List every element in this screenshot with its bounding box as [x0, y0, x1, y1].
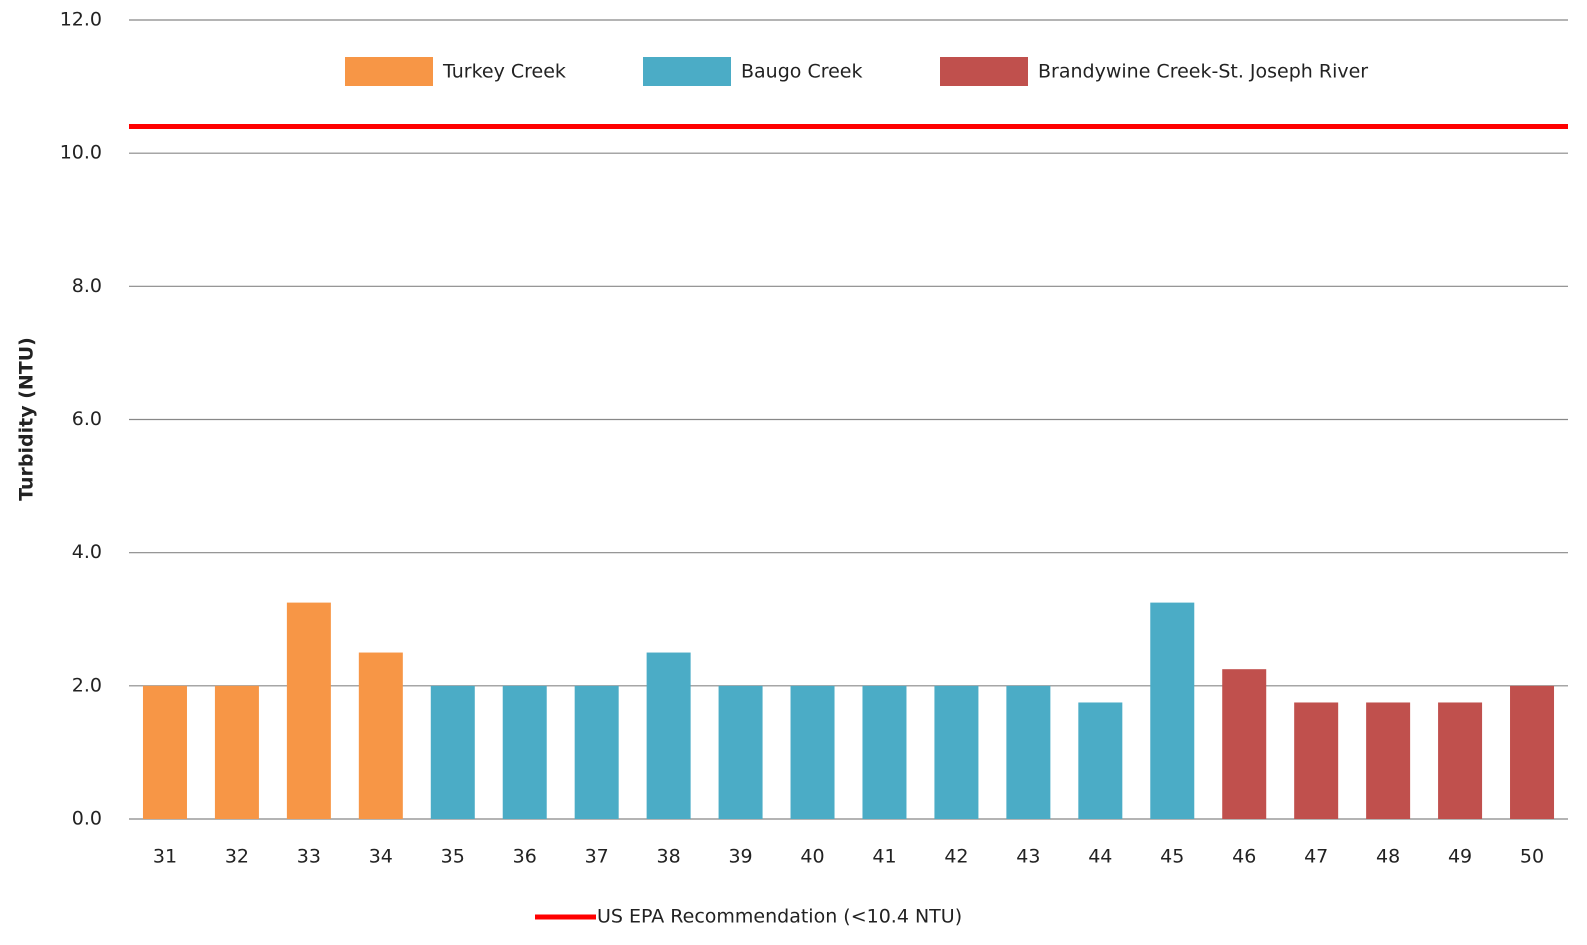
- bar: [934, 685, 979, 819]
- x-tick-label: 42: [944, 846, 968, 868]
- legend-swatch: [345, 57, 433, 86]
- y-tick-label: 6.0: [72, 408, 102, 430]
- bar: [214, 685, 259, 819]
- bar: [1438, 702, 1483, 819]
- x-tick-label: 46: [1232, 846, 1256, 868]
- bar: [286, 602, 331, 819]
- y-tick-label: 0.0: [72, 808, 102, 830]
- x-tick-label: 47: [1304, 846, 1328, 868]
- bar: [790, 685, 835, 819]
- bar: [1510, 685, 1555, 819]
- x-tick-label: 41: [872, 846, 896, 868]
- y-tick-label: 2.0: [72, 674, 102, 696]
- x-tick-label: 33: [297, 846, 321, 868]
- legend-label: US EPA Recommendation (<10.4 NTU): [597, 906, 962, 928]
- x-tick-label: 31: [153, 846, 177, 868]
- bar: [646, 652, 691, 819]
- y-axis-label: Turbidity (NTU): [16, 337, 38, 501]
- bar: [1222, 669, 1267, 819]
- legend-label: Baugo Creek: [741, 61, 863, 83]
- x-tick-label: 48: [1376, 846, 1400, 868]
- bar: [1294, 702, 1339, 819]
- bar: [1150, 602, 1195, 819]
- y-tick-label: 8.0: [72, 275, 102, 297]
- y-tick-label: 10.0: [60, 142, 102, 164]
- y-tick-label: 12.0: [60, 9, 102, 31]
- x-tick-label: 37: [585, 846, 609, 868]
- legend-swatch: [643, 57, 731, 86]
- bar: [142, 685, 187, 819]
- x-tick-label: 34: [369, 846, 393, 868]
- bar: [1078, 702, 1123, 819]
- bar: [718, 685, 763, 819]
- y-tick-label: 4.0: [72, 541, 102, 563]
- bar: [430, 685, 475, 819]
- x-tick-label: 32: [225, 846, 249, 868]
- bar: [862, 685, 907, 819]
- x-tick-label: 40: [800, 846, 824, 868]
- x-tick-label: 43: [1016, 846, 1040, 868]
- x-tick-label: 49: [1448, 846, 1472, 868]
- bar: [502, 685, 547, 819]
- legend-label: Brandywine Creek-St. Joseph River: [1038, 61, 1368, 83]
- legend-label: Turkey Creek: [442, 61, 566, 83]
- x-tick-label: 36: [513, 846, 537, 868]
- x-tick-label: 39: [728, 846, 752, 868]
- bar: [1006, 685, 1051, 819]
- x-tick-label: 50: [1520, 846, 1544, 868]
- bar: [1366, 702, 1411, 819]
- x-tick-label: 38: [657, 846, 681, 868]
- x-tick-label: 44: [1088, 846, 1112, 868]
- bar: [574, 685, 619, 819]
- x-tick-label: 45: [1160, 846, 1184, 868]
- bar: [358, 652, 403, 819]
- x-tick-label: 35: [441, 846, 465, 868]
- legend-swatch: [940, 57, 1028, 86]
